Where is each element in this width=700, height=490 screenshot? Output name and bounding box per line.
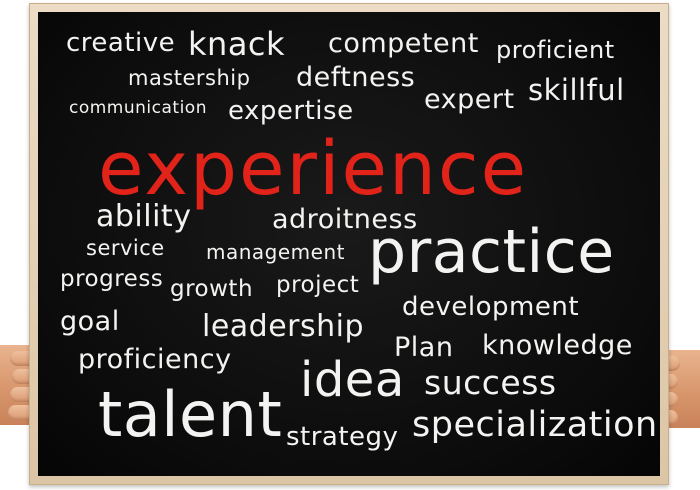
word-expertise: expertise: [228, 96, 354, 126]
word-specialization: specialization: [412, 405, 658, 445]
word-mastership: mastership: [128, 66, 251, 90]
word-plan: Plan: [394, 332, 454, 363]
word-growth: growth: [170, 276, 254, 302]
word-knowledge: knowledge: [482, 330, 633, 361]
chalkboard: creative knack competent proficient mast…: [38, 12, 660, 476]
word-experience: experience: [98, 126, 529, 212]
word-creative: creative: [66, 28, 176, 58]
word-adroitness: adroitness: [272, 204, 418, 235]
word-project: project: [276, 272, 360, 298]
word-proficient: proficient: [496, 36, 615, 64]
word-ability: ability: [96, 199, 192, 234]
word-deftness: deftness: [296, 62, 416, 93]
word-expert: expert: [424, 84, 515, 115]
word-competent: competent: [328, 28, 479, 59]
word-leadership: leadership: [202, 309, 365, 344]
word-skillful: skillful: [528, 73, 625, 107]
word-management: management: [206, 240, 345, 264]
word-talent: talent: [98, 378, 283, 451]
word-progress: progress: [60, 266, 164, 292]
word-practice: practice: [368, 217, 615, 287]
word-success: success: [424, 363, 557, 402]
word-goal: goal: [60, 306, 120, 337]
word-proficiency: proficiency: [78, 344, 232, 375]
word-communication: communication: [69, 98, 207, 118]
word-development: development: [402, 292, 580, 322]
word-idea: idea: [300, 352, 405, 408]
word-strategy: strategy: [286, 422, 399, 452]
word-service: service: [86, 236, 165, 260]
word-knack: knack: [188, 25, 286, 63]
